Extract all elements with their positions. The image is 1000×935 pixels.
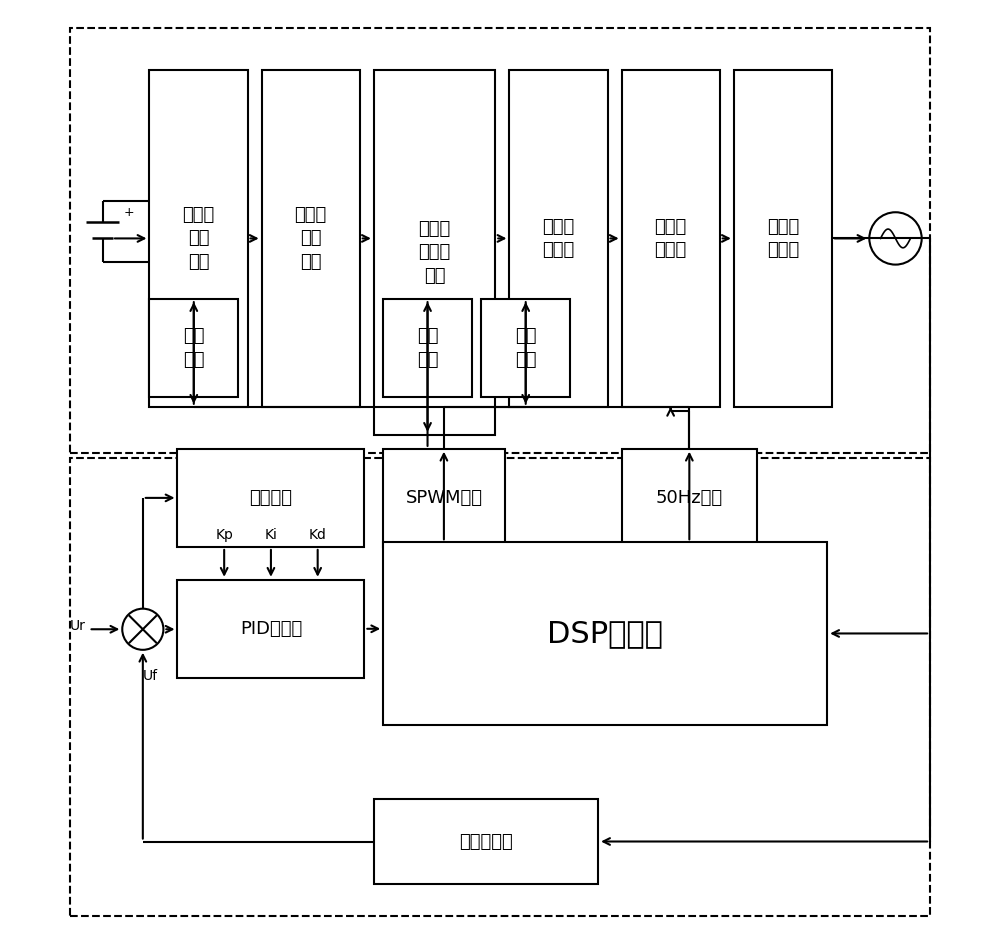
Text: Ur: Ur <box>69 620 85 633</box>
Bar <box>383 299 472 397</box>
Text: 高频变
压器
模块: 高频变 压器 模块 <box>295 206 327 271</box>
Bar <box>177 580 364 678</box>
Text: DSP控制器: DSP控制器 <box>547 619 663 648</box>
Text: 高频逆
变器
模块: 高频逆 变器 模块 <box>182 206 215 271</box>
Text: 全桥有
源整流
模块: 全桥有 源整流 模块 <box>418 220 451 285</box>
Bar <box>374 70 495 435</box>
Bar <box>622 449 757 547</box>
Text: Kd: Kd <box>309 528 327 542</box>
Bar <box>177 449 364 547</box>
Text: Kp: Kp <box>215 528 233 542</box>
Bar <box>383 542 827 725</box>
Text: Ki: Ki <box>264 528 277 542</box>
Bar <box>70 458 930 916</box>
Text: 电压负反馈: 电压负反馈 <box>459 832 513 851</box>
Bar <box>149 299 238 397</box>
Text: SPWM调制: SPWM调制 <box>405 489 482 507</box>
Text: Uf: Uf <box>143 669 158 683</box>
Text: 模糊控制: 模糊控制 <box>249 489 292 507</box>
Text: PID调节器: PID调节器 <box>240 620 302 638</box>
Bar <box>383 449 505 547</box>
Text: 低频逆
变模块: 低频逆 变模块 <box>655 218 687 259</box>
Text: 驱动
模块: 驱动 模块 <box>183 327 205 369</box>
Bar <box>509 70 608 407</box>
Bar <box>622 70 720 407</box>
Text: 驱动
模块: 驱动 模块 <box>417 327 438 369</box>
Bar <box>149 70 248 407</box>
Bar <box>734 70 832 407</box>
Bar <box>70 28 930 453</box>
Text: 驱动
模块: 驱动 模块 <box>515 327 536 369</box>
Text: 50Hz方波: 50Hz方波 <box>656 489 723 507</box>
Bar <box>481 299 570 397</box>
Text: +: + <box>123 206 134 219</box>
Bar <box>262 70 360 407</box>
Text: 输出滤
波模块: 输出滤 波模块 <box>767 218 799 259</box>
Bar <box>374 799 598 884</box>
Text: 有源箝
位模块: 有源箝 位模块 <box>542 218 575 259</box>
